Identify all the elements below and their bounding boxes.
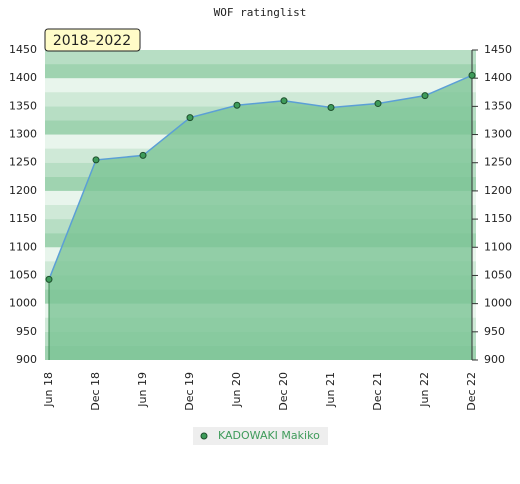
point (233, 101, 241, 109)
point (468, 71, 476, 79)
point (374, 100, 382, 108)
y-tick-label: 1000 (9, 297, 37, 310)
y2-tick-label: 1100 (484, 240, 512, 253)
band (45, 64, 476, 79)
x-tick-label: Dec 20 (277, 372, 290, 411)
plot-area (45, 50, 476, 360)
y2-tick-label: 900 (484, 353, 505, 366)
point (45, 275, 53, 283)
y-tick-label: 1050 (9, 268, 37, 281)
point (139, 151, 147, 159)
x-tick-label: Dec 19 (183, 372, 196, 411)
band (45, 50, 476, 65)
legend-marker (200, 432, 208, 440)
legend-label: KADOWAKI Makiko (218, 429, 320, 442)
badge-box (44, 28, 141, 52)
x-tick-label: Dec 22 (465, 372, 478, 411)
y-tick-label: 1250 (9, 156, 37, 169)
y2-tick-label: 1400 (484, 71, 512, 84)
y2-tick-label: 1050 (484, 268, 512, 281)
chart-title: WOF ratinglist (214, 6, 307, 19)
y2-tick-label: 1000 (484, 297, 512, 310)
y-tick-label: 1450 (9, 43, 37, 56)
point (421, 92, 429, 100)
point (280, 97, 288, 105)
x-tick-label: Jun 21 (324, 372, 337, 408)
line (48, 74, 473, 280)
x-tick-label: Jun 20 (230, 372, 243, 408)
y2-tick-label: 1350 (484, 99, 512, 112)
point (92, 156, 100, 164)
y-tick-label: 1200 (9, 184, 37, 197)
y-tick-label: 1100 (9, 240, 37, 253)
y-tick-label: 1150 (9, 212, 37, 225)
y2-tick-label: 1200 (484, 184, 512, 197)
band (45, 78, 476, 93)
y-tick-label: 1400 (9, 71, 37, 84)
y2-tick-label: 1300 (484, 128, 512, 141)
x-tick-label: Dec 21 (371, 372, 384, 411)
x-tick-label: Jun 22 (418, 372, 431, 408)
y-tick-label: 950 (16, 325, 37, 338)
y2-tick-label: 1250 (484, 156, 512, 169)
band (45, 92, 476, 107)
y-tick-label: 1300 (9, 128, 37, 141)
x-tick-label: Dec 18 (89, 372, 102, 411)
y2-tick-label: 1150 (484, 212, 512, 225)
y2-tick-label: 950 (484, 325, 505, 338)
y-tick-label: 900 (16, 353, 37, 366)
legend-box (193, 427, 328, 445)
y-tick-label: 1350 (9, 99, 37, 112)
point (186, 114, 194, 122)
point (327, 103, 335, 111)
x-tick-label: Jun 18 (42, 372, 55, 408)
badge: 2018–2022 (53, 33, 131, 49)
y2-tick-label: 1450 (484, 43, 512, 56)
x-tick-label: Jun 19 (136, 372, 149, 408)
